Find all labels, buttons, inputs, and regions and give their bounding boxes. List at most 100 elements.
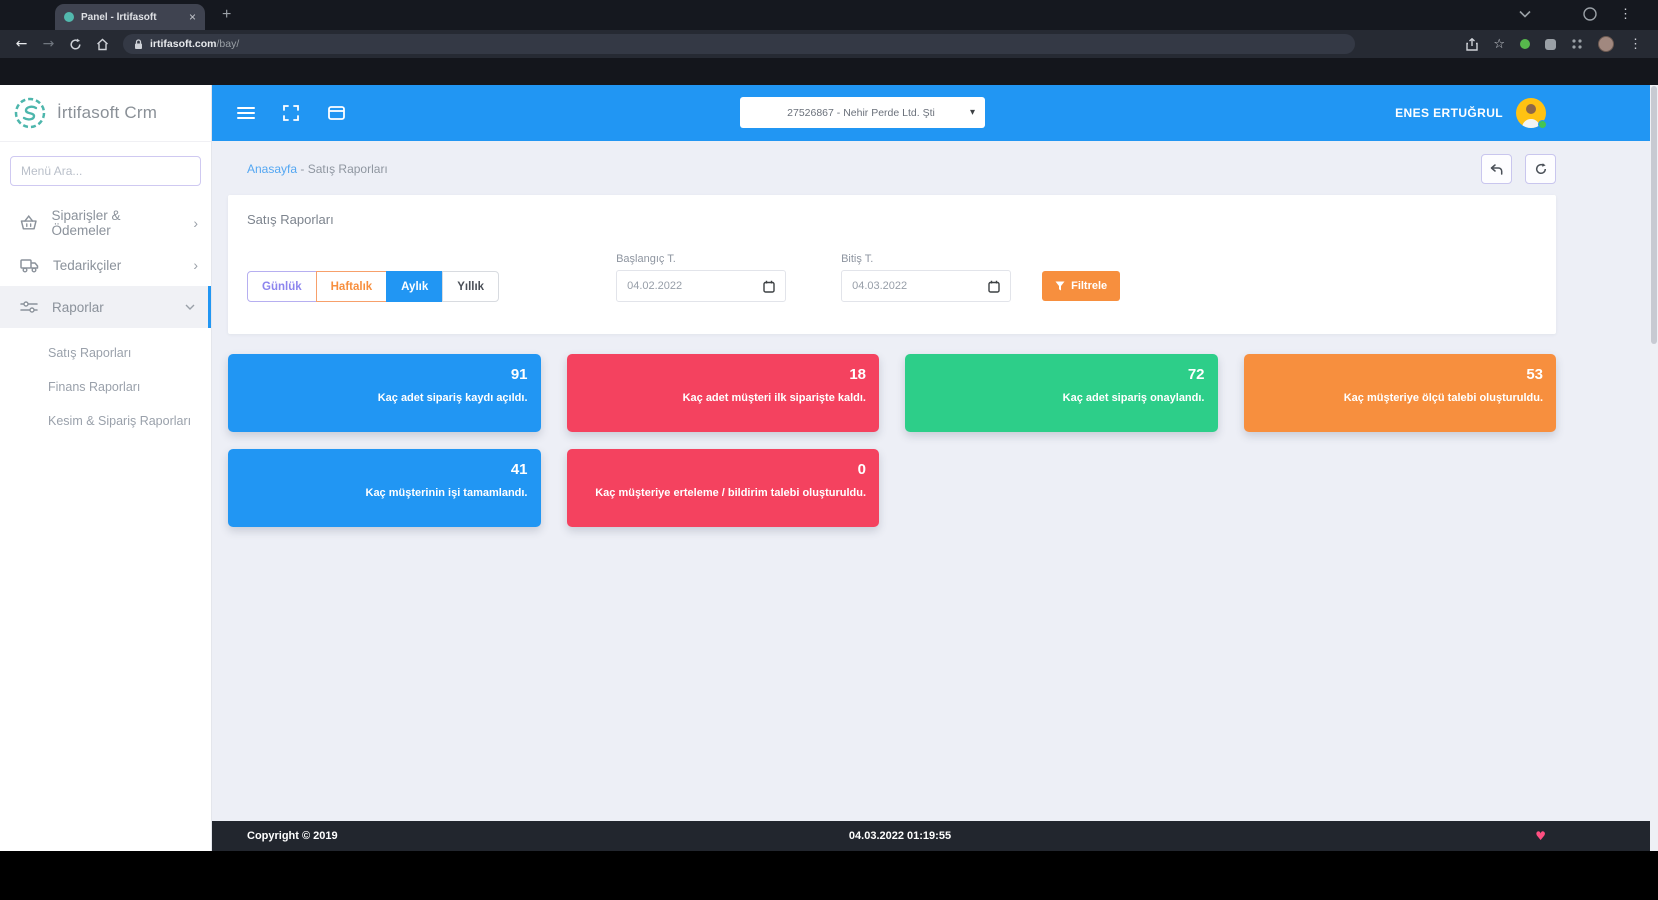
sidebar-item-siparisler-odemeler[interactable]: Siparişler & Ödemeler › — [0, 202, 211, 244]
heart-icon: ♥ — [1535, 829, 1546, 843]
sidebar-item-label: Tedarikçiler — [53, 257, 122, 273]
stat-card-siparis-onaylanan: 72 Kaç adet sipariş onaylandı. — [905, 354, 1218, 432]
back-action-button[interactable] — [1481, 154, 1512, 184]
share-icon[interactable] — [1466, 37, 1479, 51]
chevron-right-icon: › — [193, 257, 198, 273]
period-haftalik-button[interactable]: Haftalık — [315, 271, 388, 302]
card-icon[interactable] — [326, 106, 346, 120]
profile-circle-icon[interactable] — [1583, 7, 1597, 21]
stat-value: 41 — [510, 461, 528, 478]
site-favicon-icon — [64, 12, 74, 22]
brand-name: İrtifasoft Crm — [57, 103, 158, 122]
start-date-value: 04.02.2022 — [627, 280, 683, 292]
sidebar-menu: Siparişler & Ödemeler › Tedarikçiler › R… — [0, 202, 211, 438]
home-button[interactable] — [89, 33, 116, 55]
stat-value: 91 — [510, 366, 528, 383]
stat-card-olcu-talebi: 53 Kaç müşteriye ölçü talebi oluşturuldu… — [1243, 354, 1556, 432]
truck-icon — [20, 258, 39, 272]
extension-green-icon[interactable] — [1520, 39, 1530, 49]
sliders-icon — [20, 301, 38, 313]
chrome-gap-strip — [0, 58, 1658, 85]
refresh-button[interactable] — [1525, 154, 1556, 184]
stat-label: Kaç müşteriye ölçü talebi oluşturuldu. — [1343, 392, 1543, 404]
chevron-down-icon[interactable] — [1519, 10, 1531, 18]
scrollbar-thumb[interactable] — [1651, 86, 1657, 344]
tab-title: Panel - İrtifasoft — [81, 11, 157, 23]
copyright-text: Copyright © 2019 — [247, 830, 338, 842]
footer-timestamp: 04.03.2022 01:19:55 — [848, 830, 952, 842]
basket-icon — [20, 215, 37, 230]
sidebar-item-label: Raporlar — [52, 299, 104, 315]
funnel-icon — [1055, 281, 1065, 291]
sidebar-item-tedarikciler[interactable]: Tedarikçiler › — [0, 244, 211, 286]
start-date-input[interactable]: 04.02.2022 — [616, 270, 787, 302]
stat-card-is-tamamlanan: 41 Kaç müşterinin işi tamamlandı. — [228, 449, 541, 527]
stat-value: 53 — [1526, 366, 1543, 383]
sidebar-item-label: Siparişler & Ödemeler — [51, 208, 121, 238]
period-yillik-button[interactable]: Yıllık — [442, 271, 500, 302]
back-button[interactable]: ← — [15, 36, 28, 52]
refresh-icon — [1535, 163, 1546, 175]
user-menu[interactable]: ENES ERTUĞRUL — [1395, 85, 1547, 141]
filters-panel: Satış Raporları Günlük Haftalık Aylık Yı… — [228, 195, 1556, 334]
address-bar[interactable]: irtifasoft.com/bay/ — [123, 34, 1355, 54]
browser-avatar[interactable] — [1598, 36, 1614, 52]
avatar-image — [1516, 98, 1546, 128]
end-date-value: 04.03.2022 — [852, 280, 908, 292]
stat-value: 72 — [1187, 366, 1205, 383]
hamburger-menu-icon[interactable] — [236, 106, 256, 120]
start-date-label: Başlangıç T. — [616, 253, 676, 265]
chevron-down-icon — [185, 304, 195, 310]
stat-cards: 91 Kaç adet sipariş kaydı açıldı. 18 Kaç… — [228, 354, 1556, 527]
submenu-item-finans-raporlari[interactable]: Finans Raporları — [48, 380, 141, 394]
tab-close-icon[interactable]: × — [188, 10, 196, 24]
end-date-label: Bitiş T. — [841, 253, 874, 265]
calendar-icon — [763, 280, 775, 293]
breadcrumb-home-link[interactable]: Anasayfa — [247, 162, 298, 176]
extension-icon[interactable] — [1545, 38, 1556, 50]
panel-title: Satış Raporları — [247, 212, 334, 227]
lock-icon — [135, 38, 142, 49]
company-select-value: 27526867 - Nehir Perde Ltd. Şti — [787, 106, 935, 119]
company-select[interactable]: 27526867 - Nehir Perde Ltd. Şti ▾ — [740, 97, 985, 128]
page-content: Anasayfa - Satış Raporları Satış Raporla… — [212, 141, 1658, 821]
raporlar-submenu: Satış Raporları Finans Raporları Kesim &… — [0, 328, 211, 438]
sidebar-item-raporlar[interactable]: Raporlar — [0, 286, 211, 328]
brand-logo-icon — [14, 97, 46, 129]
filter-button-label: Filtrele — [1071, 280, 1108, 292]
bookmark-star-icon[interactable]: ☆ — [1493, 36, 1505, 52]
sidebar: İrtifasoft Crm Siparişler & Ödemeler › T… — [0, 85, 212, 851]
stat-label: Kaç adet müşteri ilk siparişte kaldı. — [682, 392, 866, 404]
stat-label: Kaç müşteriye erteleme / bildirim talebi… — [595, 487, 866, 499]
submenu-item-satis-raporlari[interactable]: Satış Raporları — [48, 346, 132, 360]
menu-search-input[interactable] — [10, 156, 201, 186]
stat-label: Kaç adet sipariş kaydı açıldı. — [377, 392, 528, 404]
page-scrollbar[interactable] — [1650, 85, 1658, 851]
stat-card-siparis-kaydi: 91 Kaç adet sipariş kaydı açıldı. — [228, 354, 541, 432]
avatar[interactable] — [1516, 98, 1547, 129]
window-menu-icon[interactable]: ⋮ — [1619, 6, 1632, 21]
fullscreen-icon[interactable] — [281, 105, 301, 121]
calendar-icon — [988, 280, 1000, 293]
stat-value: 0 — [857, 461, 866, 478]
stat-label: Kaç adet sipariş onaylandı. — [1062, 392, 1205, 404]
period-aylik-button[interactable]: Aylık — [386, 271, 444, 302]
new-tab-button[interactable]: + — [222, 6, 232, 23]
browser-menu-icon[interactable]: ⋮ — [1629, 36, 1642, 51]
end-date-input[interactable]: 04.03.2022 — [841, 270, 1012, 302]
submenu-item-kesim-siparis-raporlari[interactable]: Kesim & Sipariş Raporları — [48, 414, 192, 428]
stat-card-ilk-sipariste-kalan: 18 Kaç adet müşteri ilk siparişte kaldı. — [566, 354, 879, 432]
user-name: ENES ERTUĞRUL — [1395, 106, 1503, 120]
breadcrumb-current: Satış Raporları — [307, 162, 388, 176]
filter-button[interactable]: Filtrele — [1042, 271, 1121, 301]
reload-button[interactable] — [62, 33, 89, 55]
breadcrumb: Anasayfa - Satış Raporları — [247, 162, 388, 176]
stat-label: Kaç müşterinin işi tamamlandı. — [365, 487, 528, 499]
main-area: 27526867 - Nehir Perde Ltd. Şti ▾ ENES E… — [212, 85, 1658, 851]
browser-tab[interactable]: Panel - İrtifasoft × — [55, 4, 205, 30]
browser-toolbar: ← → irtifasoft.com/bay/ ☆ ⋮ — [0, 30, 1658, 58]
period-gunluk-button[interactable]: Günlük — [247, 271, 317, 302]
apps-grid-icon[interactable] — [1571, 38, 1583, 50]
forward-button[interactable]: → — [42, 36, 55, 52]
brand: İrtifasoft Crm — [0, 85, 211, 142]
